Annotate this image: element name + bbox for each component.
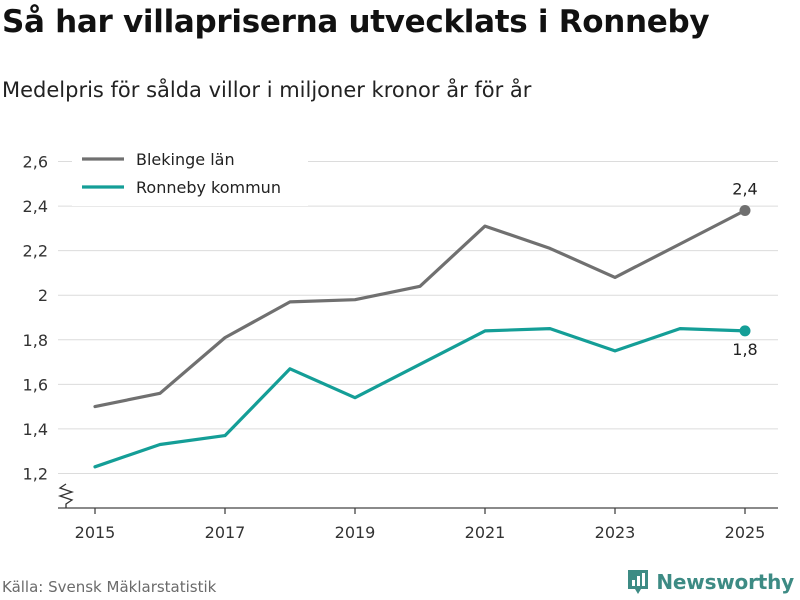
bar-chart-icon [628, 570, 649, 594]
legend-label: Ronneby kommun [136, 178, 281, 197]
y-tick-label: 1,4 [23, 420, 48, 439]
y-tick-label: 1,8 [23, 331, 48, 350]
series-end-marker [739, 325, 751, 337]
x-tick-label: 2021 [465, 523, 506, 542]
x-tick-label: 2017 [205, 523, 246, 542]
x-tick-label: 2019 [335, 523, 376, 542]
series-end-marker [739, 205, 751, 217]
series-end-label: 1,8 [732, 340, 757, 359]
y-tick-label: 1,2 [23, 465, 48, 484]
x-tick-label: 2015 [75, 523, 116, 542]
y-tick-label: 2 [38, 286, 48, 305]
series-line-ronneby [93, 327, 747, 469]
series-lines: 2,4 1,8 [93, 180, 758, 469]
chart-title: Så har villapriserna utvecklats i Ronneb… [2, 4, 710, 40]
axes: 1,2 1,4 1,6 1,8 2 2,2 2,4 2,6 2015 2017 2019 2021 20… [23, 153, 778, 542]
y-tick-label: 1,6 [23, 375, 48, 394]
gridlines [58, 161, 778, 474]
x-tick-label: 2025 [725, 523, 766, 542]
brand-name: Newsworthy [656, 570, 794, 594]
series-end-label: 2,4 [732, 180, 757, 199]
y-tick-label: 2,6 [23, 153, 48, 172]
chart-subtitle: Medelpris för sålda villor i miljoner kr… [2, 78, 532, 102]
series-line-blekinge [93, 208, 747, 409]
legend: Blekinge län Ronneby kommun [72, 146, 308, 206]
legend-label: Blekinge län [136, 150, 235, 169]
y-tick-label: 2,2 [23, 242, 48, 261]
source-note: Källa: Svensk Mäklarstatistik [2, 578, 217, 596]
brand-logo: Newsworthy [626, 568, 794, 596]
legend-background [72, 146, 308, 206]
axis-break-icon [57, 483, 75, 508]
x-tick-label: 2023 [595, 523, 636, 542]
y-tick-label: 2,4 [23, 197, 48, 216]
